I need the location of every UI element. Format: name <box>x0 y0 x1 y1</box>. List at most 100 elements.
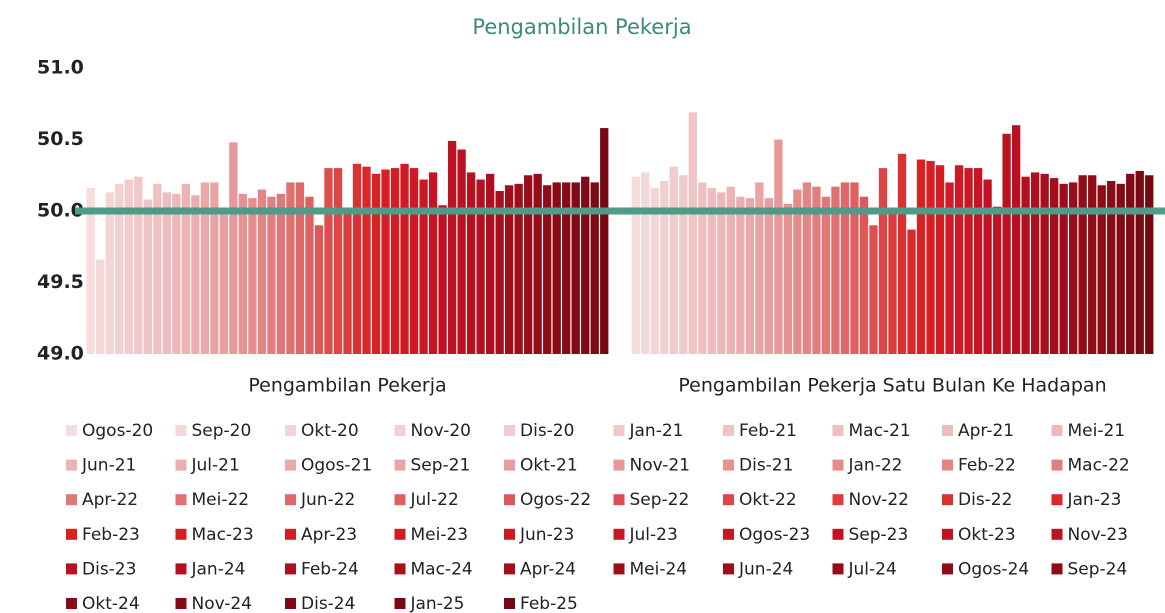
legend-label: Jul-21 <box>191 456 240 476</box>
bar <box>543 185 552 354</box>
bar <box>821 196 831 354</box>
legend-label: Feb-25 <box>520 594 578 613</box>
legend-swatch <box>175 528 187 540</box>
bar <box>257 189 267 354</box>
bar <box>755 182 764 354</box>
bar <box>476 179 485 354</box>
bar <box>428 172 438 354</box>
bar <box>191 195 200 354</box>
legend-label: Feb-23 <box>82 525 140 545</box>
bar <box>945 182 954 354</box>
bar <box>286 182 295 354</box>
legend-label: Sep-23 <box>849 525 909 545</box>
legend-label: Jul-23 <box>629 525 678 545</box>
legend-swatch <box>175 494 187 506</box>
legend-swatch <box>832 563 844 575</box>
bar <box>669 166 678 354</box>
legend-swatch <box>285 598 296 609</box>
bar <box>793 189 802 354</box>
bar <box>238 193 248 354</box>
bar <box>343 211 352 354</box>
legend-label: Ogos-20 <box>82 421 153 441</box>
bar <box>878 168 888 354</box>
legend-label: Nov-21 <box>630 456 691 476</box>
bar <box>295 182 305 354</box>
bar <box>726 186 735 354</box>
bar <box>745 198 755 354</box>
legend-swatch <box>394 459 406 471</box>
bar <box>581 176 590 354</box>
legend-swatch <box>394 528 406 540</box>
legend-label: Mei-21 <box>1068 421 1126 441</box>
bar <box>1050 178 1059 354</box>
legend-swatch <box>613 425 625 436</box>
bar <box>1011 125 1021 354</box>
legend-label: Okt-21 <box>520 456 578 476</box>
legend-label: Ogos-22 <box>520 490 591 510</box>
legend-label: Dis-24 <box>301 594 355 613</box>
legend-swatch <box>942 528 953 540</box>
bar <box>466 172 476 354</box>
legend-swatch <box>942 425 953 436</box>
legend-swatch <box>942 494 953 506</box>
bar <box>362 166 371 354</box>
bar <box>973 168 983 354</box>
legend-label: Nov-24 <box>192 594 253 613</box>
bar <box>134 176 143 354</box>
bar <box>935 165 945 354</box>
bar <box>831 186 840 354</box>
bar <box>631 176 640 354</box>
legend-label: Mac-22 <box>1068 456 1130 476</box>
bar <box>505 185 514 354</box>
legend-swatch <box>394 563 406 575</box>
bar <box>1135 170 1144 354</box>
bar <box>438 205 447 354</box>
legend-label: Dis-21 <box>739 456 793 476</box>
legend-swatch <box>613 459 625 471</box>
y-tick-label: 51.0 <box>37 57 84 79</box>
legend-swatch <box>66 563 77 575</box>
bar <box>660 180 669 354</box>
bar <box>926 160 935 354</box>
bar <box>954 165 964 354</box>
x-tick-label: Pengambilan Pekerja Satu Bulan Ke Hadapa… <box>678 375 1106 397</box>
legend-swatch <box>66 598 77 609</box>
bar <box>650 188 659 354</box>
bar <box>1126 173 1135 354</box>
legend-label: Jul-22 <box>410 490 459 510</box>
bar <box>96 259 105 354</box>
legend-swatch <box>285 425 296 436</box>
bar <box>1059 183 1068 354</box>
legend-label: Jun-21 <box>81 456 136 476</box>
legend-swatch <box>613 528 625 540</box>
bar <box>802 182 812 354</box>
y-tick-label: 49.0 <box>37 343 84 365</box>
bar <box>571 182 580 354</box>
bar <box>590 182 599 354</box>
bar <box>698 182 707 354</box>
bar <box>305 196 314 354</box>
bar <box>371 173 381 354</box>
legend-label: Apr-23 <box>301 525 357 545</box>
bar <box>447 140 457 354</box>
legend-label: Okt-20 <box>301 421 359 441</box>
legend-swatch <box>504 528 515 540</box>
legend-swatch <box>1051 563 1063 575</box>
bar <box>533 173 542 354</box>
bar <box>1069 182 1078 354</box>
bar <box>679 175 688 354</box>
legend-label: Sep-21 <box>411 456 471 476</box>
bar <box>1021 176 1030 354</box>
legend-swatch <box>394 598 406 609</box>
bar <box>1002 133 1011 354</box>
legend-swatch <box>504 598 515 609</box>
legend-swatch <box>1051 425 1063 436</box>
bar <box>600 128 609 354</box>
legend-label: Feb-22 <box>958 456 1016 476</box>
bar <box>267 196 276 354</box>
bar <box>210 182 219 354</box>
bar <box>1040 173 1049 354</box>
legend-label: Sep-20 <box>192 421 252 441</box>
bar <box>1030 172 1040 354</box>
bar <box>105 192 114 354</box>
